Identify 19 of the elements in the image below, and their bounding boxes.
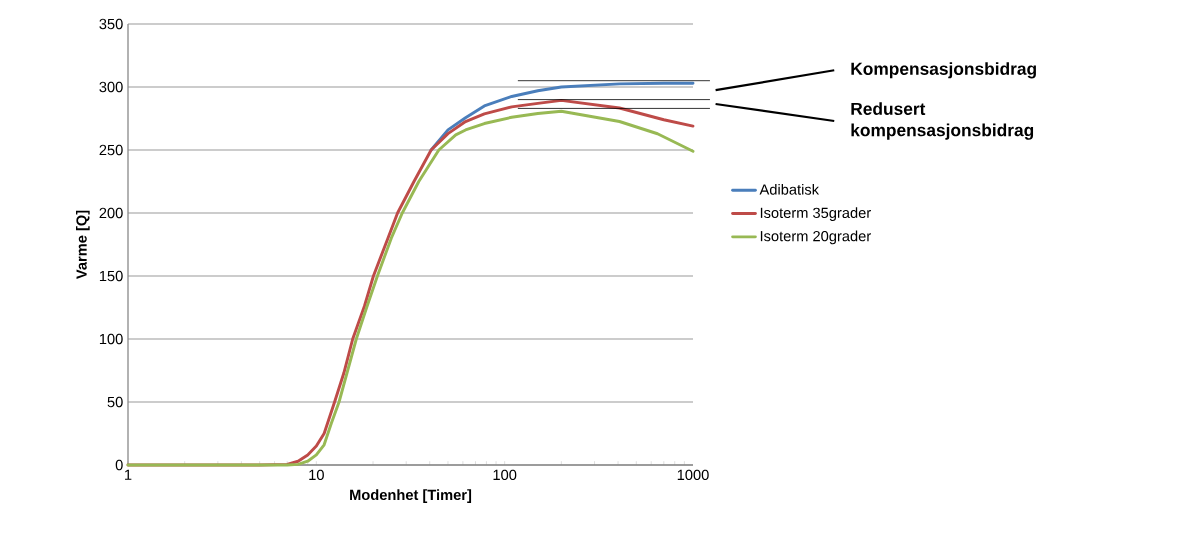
x-tick-label: 1000 (677, 469, 709, 481)
y-tick-label: 350 (99, 18, 123, 30)
y-tick-label: 150 (99, 270, 123, 282)
text: Kompensasjonsbidrag (851, 62, 1036, 79)
x-tick-label: 10 (309, 469, 324, 481)
y-tick-label: 100 (99, 333, 123, 345)
legend-label: Isoterm 35grader (760, 207, 871, 221)
x-tick-label: 1 (125, 469, 132, 480)
y-tick-label: 200 (99, 207, 123, 219)
x-axis-title: Modenhet [Timer] (350, 489, 472, 503)
y-axis-title: Varme [Q] (76, 210, 90, 280)
y-tick-label: 250 (99, 144, 123, 156)
legend-label: Isoterm 20grader (760, 230, 871, 245)
y-tick-label: 300 (99, 81, 123, 93)
y-tick-label: 0 (115, 459, 123, 471)
y-tick-label: 50 (107, 396, 123, 408)
text: Redusert kompensasjonsbidrag (851, 102, 1034, 140)
legend-label: Adibatisk (759, 183, 820, 195)
x-tick-label: 100 (493, 469, 517, 481)
